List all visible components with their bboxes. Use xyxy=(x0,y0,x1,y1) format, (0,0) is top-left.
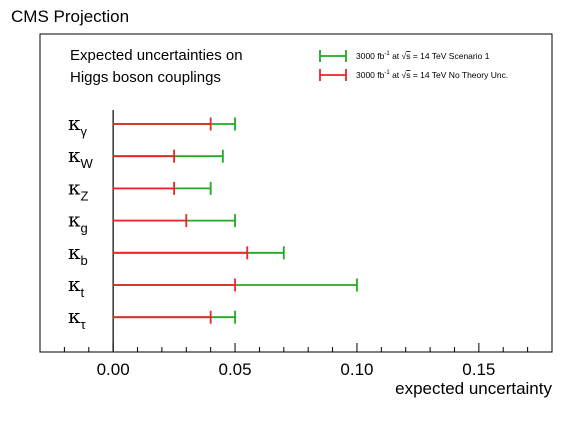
plot-frame xyxy=(39,33,553,353)
category-label: κt xyxy=(68,272,85,300)
chart-title-line-1: Expected uncertainties on xyxy=(70,47,243,64)
category-label: κb xyxy=(68,240,88,268)
legend-s: s xyxy=(406,70,410,80)
x-tick-label: 0.05 xyxy=(219,360,252,379)
category-label: κW xyxy=(68,143,94,171)
category-sub: t xyxy=(81,285,85,300)
legend-label: 3000 fb-1 at √s = 14 TeV Scenario 1 xyxy=(356,51,490,61)
category-sub: γ xyxy=(81,124,88,139)
category-main: κ xyxy=(68,111,81,135)
legend-item: 3000 fb-1 at √s = 14 TeV Scenario 1 xyxy=(319,50,490,62)
legend-sqrt: √ xyxy=(402,70,407,80)
legend-lumi: 3000 fb xyxy=(356,51,385,61)
x-tick-label: 0.10 xyxy=(340,360,373,379)
error-bars xyxy=(113,117,358,324)
category-label: κg xyxy=(68,208,88,236)
chart-title-line-2: Higgs boson couplings xyxy=(70,69,221,86)
x-axis-label: expected uncertainty xyxy=(395,379,552,398)
legend-item: 3000 fb-1 at √s = 14 TeV No Theory Unc. xyxy=(319,69,508,81)
category-main: κ xyxy=(68,304,81,328)
legend-sqrt: √ xyxy=(402,51,407,61)
category-main: κ xyxy=(68,175,81,199)
legend-rest: = 14 TeV No Theory Unc. xyxy=(410,70,508,80)
legend-lumi: 3000 fb xyxy=(356,70,385,80)
category-main: κ xyxy=(68,143,81,167)
category-label: κτ xyxy=(68,304,87,332)
category-main: κ xyxy=(68,208,81,232)
category-label: κγ xyxy=(68,111,88,139)
x-axis-tick-labels: 0.00 0.05 0.10 0.15 xyxy=(97,360,496,379)
x-tick-label: 0.15 xyxy=(462,360,495,379)
legend-label: 3000 fb-1 at √s = 14 TeV No Theory Unc. xyxy=(356,70,508,80)
category-sub: b xyxy=(81,253,88,268)
legend-at: at xyxy=(390,70,402,80)
legend-exponent: -1 xyxy=(384,51,390,57)
legend: 3000 fb-1 at √s = 14 TeV Scenario 13000 … xyxy=(319,50,508,81)
legend-s: s xyxy=(406,51,410,61)
legend-rest: = 14 TeV Scenario 1 xyxy=(410,51,489,61)
category-sub: τ xyxy=(81,317,87,332)
legend-exponent: -1 xyxy=(384,70,390,76)
category-sub: W xyxy=(81,156,94,171)
legend-at: at xyxy=(390,51,402,61)
x-tick-label: 0.00 xyxy=(97,360,130,379)
category-main: κ xyxy=(68,240,81,264)
category-main: κ xyxy=(68,272,81,296)
projection-label: CMS Projection xyxy=(11,7,129,26)
x-axis-ticks xyxy=(63,343,529,352)
category-label: κZ xyxy=(68,175,89,203)
category-sub: g xyxy=(81,221,88,236)
category-sub: Z xyxy=(81,188,89,203)
